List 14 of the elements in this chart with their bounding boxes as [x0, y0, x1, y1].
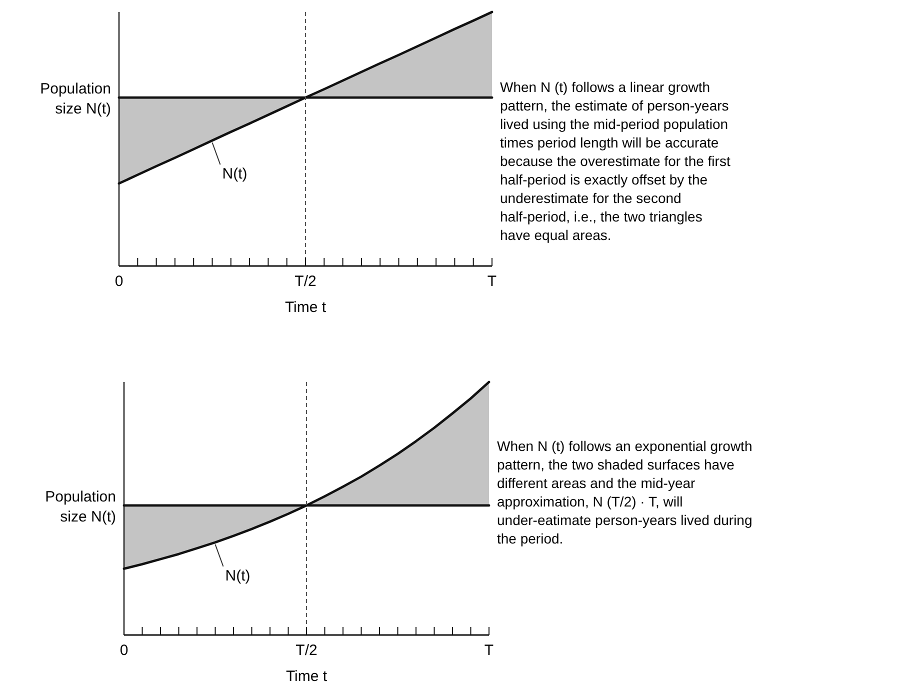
x-tick-label: T: [484, 642, 494, 659]
x-axis-title: Time t: [284, 299, 327, 316]
y-axis-title: Population size N(t): [40, 80, 111, 118]
x-tick-label: T/2: [294, 273, 316, 290]
x-axis-title: Time t: [286, 668, 328, 685]
text: When N (t) follows an exponential growth pattern, the two shaded surfaces have different areas and the mid-year approximation, N (T/2) · T, will under-eatimate person-years lived during the period.: [497, 438, 752, 546]
series-label: N(t): [225, 567, 250, 584]
text: When N (t) follows a linear growth pattern, the estimate of person-years lived using the mid-period population times period length will be accurate because the overestimate for the first half-period is exactly offset by the underestimate for the second half-period, i.e., the two triangles have equal areas.: [500, 79, 730, 243]
x-tick-label: 0: [114, 273, 124, 290]
x-tick-label: T: [487, 273, 497, 290]
x-tick-label: 0: [120, 642, 128, 659]
y-axis-title: Population size N(t): [45, 488, 116, 526]
x-tick-label: T/2: [296, 642, 318, 659]
series-label: N(t): [222, 166, 248, 183]
